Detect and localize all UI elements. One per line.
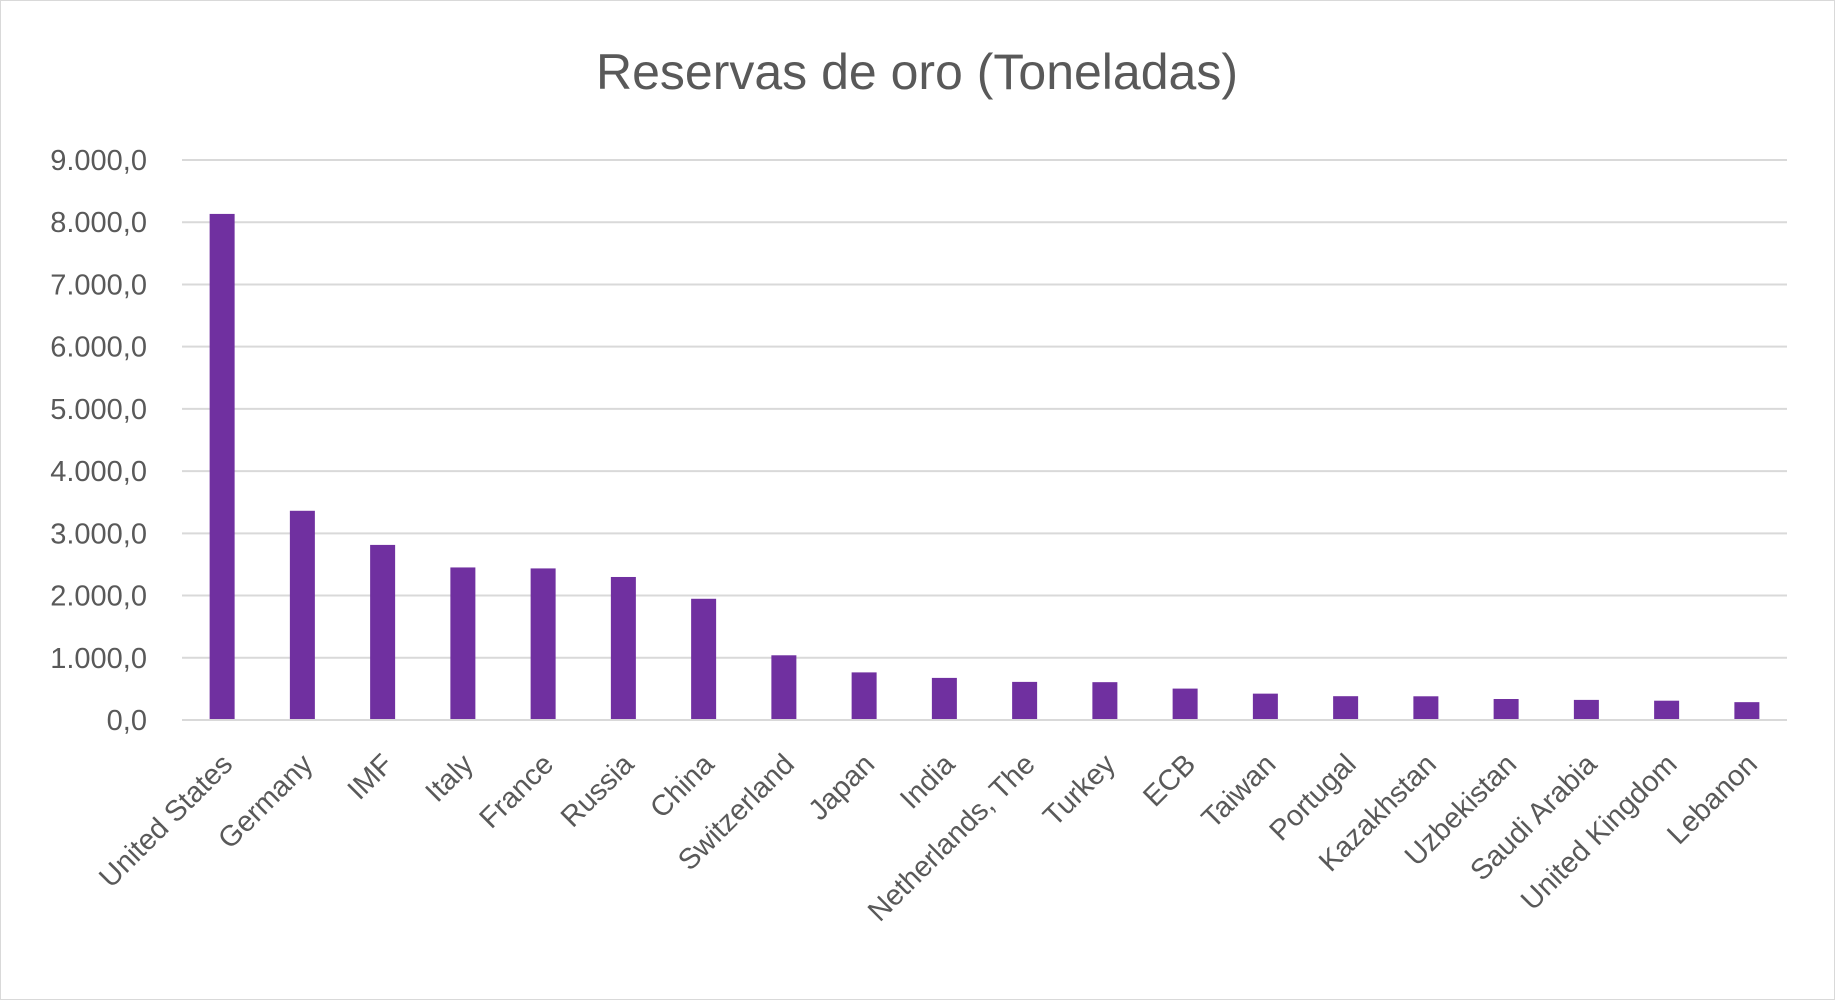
y-tick-label: 8.000,0 [50,207,147,239]
y-tick-label: 9.000,0 [50,145,147,177]
chart-title: Reservas de oro (Toneladas) [596,44,1238,100]
bar [1012,681,1038,720]
bar [1252,693,1278,720]
y-tick-label: 2.000,0 [50,581,147,613]
y-tick-label: 0,0 [107,705,147,737]
x-category-label: Italy [420,748,481,809]
bar [530,568,556,720]
x-category-label: Lebanon [1661,748,1763,850]
x-category-label: Russia [555,748,641,834]
y-tick-label: 4.000,0 [50,456,147,488]
x-category-label: Japan [803,748,881,826]
y-axis-tick-labels: 0,0 1.000,0 2.000,0 3.000,0 4.000,0 5.000,0 6.… [50,145,147,737]
x-category-label: Turkey [1037,748,1122,833]
bars [209,213,1760,720]
x-category-label: France [474,748,560,834]
bar [209,213,235,720]
bar [289,510,315,720]
bar [771,655,797,720]
bar [610,576,636,720]
y-tick-label: 1.000,0 [50,643,147,675]
x-category-label: India [894,748,962,816]
y-tick-label: 5.000,0 [50,394,147,426]
y-tick-label: 7.000,0 [50,269,147,301]
bar [1092,682,1118,720]
bar [1493,699,1519,720]
bar [931,677,957,720]
bar [1172,688,1198,720]
bar [1654,700,1680,720]
x-category-label: United States [93,748,239,894]
gridlines [182,159,1787,659]
y-tick-label: 3.000,0 [50,518,147,550]
bar [1333,696,1359,720]
y-tick-label: 6.000,0 [50,332,147,364]
bar [450,567,476,720]
bar [370,544,396,720]
bar [1573,699,1599,720]
x-category-label: ECB [1137,748,1202,813]
bar [1734,702,1760,720]
x-category-label: IMF [342,748,400,806]
bar [691,598,717,720]
bar [1413,696,1439,720]
x-category-label: China [644,748,721,825]
bar [851,672,877,720]
